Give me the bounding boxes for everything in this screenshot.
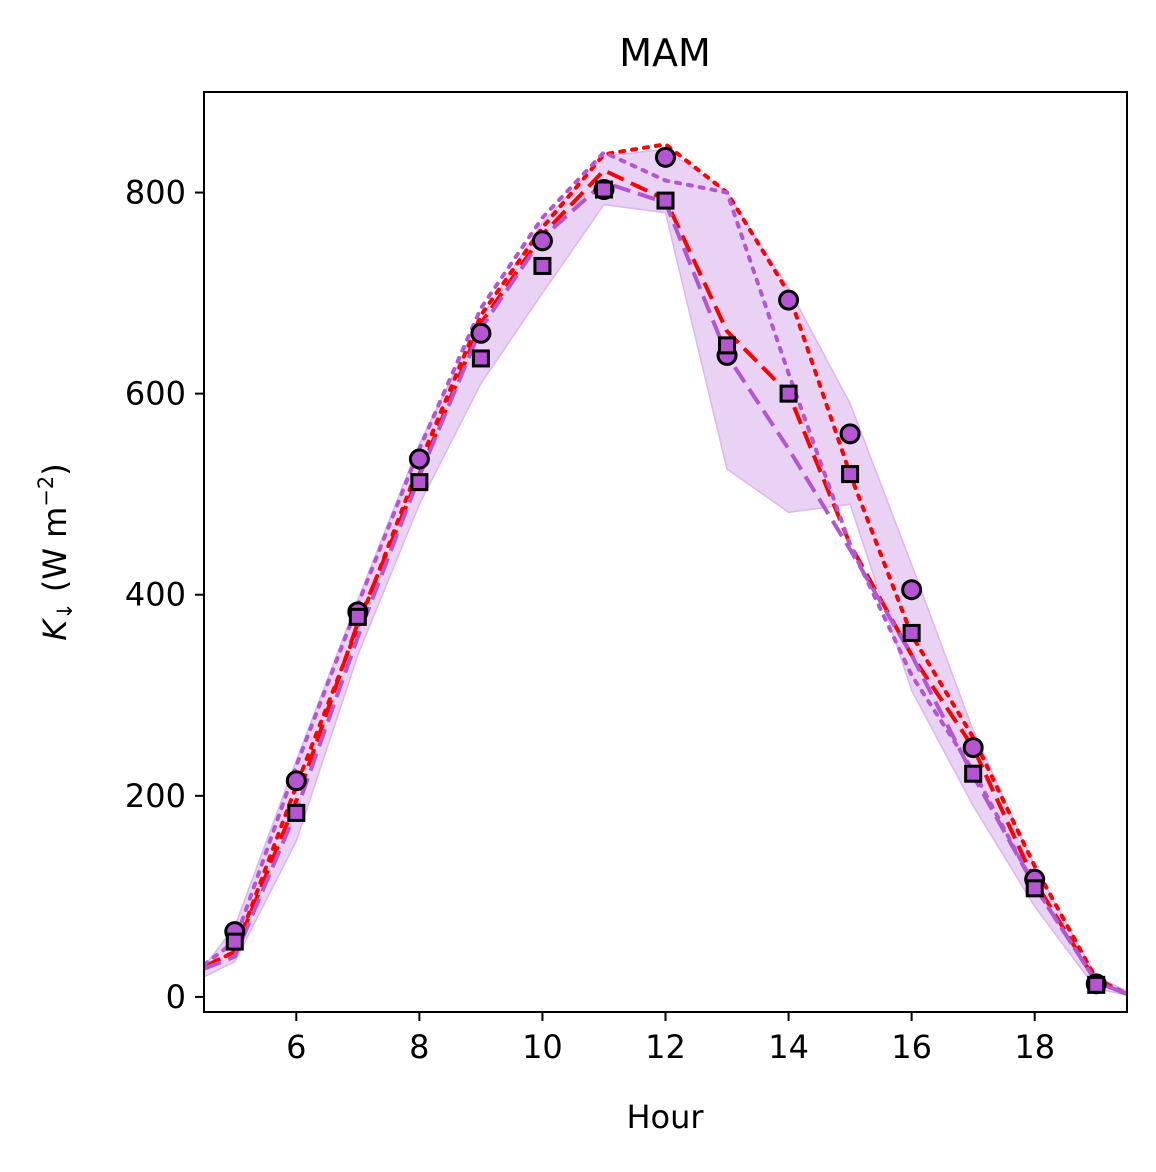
circle-marker [531,230,553,252]
square-marker [287,803,306,822]
circle-marker [285,770,307,792]
square-marker [902,623,921,642]
series-line-purple-dotted [204,150,1127,996]
x-tick-label: 10 [522,1028,563,1066]
square-marker [594,180,613,199]
circle-marker [778,289,800,311]
circle-marker [655,146,676,168]
square-marker [410,473,429,492]
y-axis-ticks: 0 200 400 600 800 [125,174,204,1016]
square-marker [1087,975,1106,994]
y-axis-label-units: (W m [36,507,74,592]
y-axis-label: K↓ (W m−2) [34,463,77,641]
square-marker [779,384,798,403]
x-axis-label: Hour [626,1098,704,1136]
square-marker [225,932,244,951]
x-tick-label: 8 [409,1028,429,1066]
circle-marker [470,322,492,344]
square-marker [1025,879,1044,898]
square-marker [841,465,860,484]
y-tick-label: 400 [125,576,186,614]
marker-layer [224,146,1107,995]
x-tick-label: 16 [891,1028,932,1066]
square-marker [718,336,737,355]
square-marker [348,607,367,626]
y-tick-label: 200 [125,777,186,815]
x-tick-label: 12 [645,1028,686,1066]
x-tick-label: 6 [286,1028,306,1066]
square-marker [964,764,983,783]
circle-marker [839,423,861,445]
circle-marker [408,448,430,470]
uncertainty-band [204,148,1127,996]
y-axis-label-subscript: ↓ [53,602,77,620]
y-axis-label-symbol: K [36,617,74,641]
square-marker [533,256,552,275]
chart-title: MAM [619,31,711,75]
circle-marker [901,579,923,601]
x-tick-label: 18 [1014,1028,1055,1066]
y-axis-label-exponent: −2 [34,476,58,507]
y-axis-label-close: ) [36,463,74,475]
uncertainty-band-layer [204,148,1127,996]
y-tick-label: 0 [166,978,186,1016]
square-marker [656,191,675,210]
circle-marker [962,737,984,759]
x-axis-ticks: 6 8 10 12 14 16 18 [286,1012,1055,1066]
series-line-red-dotted [204,142,1127,996]
y-tick-label: 600 [125,375,186,413]
x-tick-label: 14 [768,1028,809,1066]
y-tick-label: 800 [125,174,186,212]
square-marker [471,349,490,368]
